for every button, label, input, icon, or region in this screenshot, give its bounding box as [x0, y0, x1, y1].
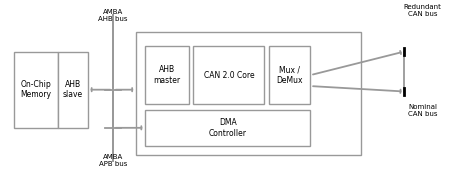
Text: DMA
Controller: DMA Controller [208, 118, 246, 137]
Text: AHB
master: AHB master [153, 66, 180, 85]
Text: Nominal
CAN bus: Nominal CAN bus [407, 104, 437, 117]
Text: AMBA
AHB bus: AMBA AHB bus [98, 9, 128, 22]
Bar [58, 52, 88, 128]
Bar [145, 46, 188, 104]
Text: CAN 2.0 Core: CAN 2.0 Core [203, 71, 254, 80]
Bar [136, 32, 360, 155]
Bar [145, 110, 309, 146]
Text: On-Chip
Memory: On-Chip Memory [21, 80, 51, 99]
Bar [14, 52, 58, 128]
Bar [269, 46, 309, 104]
Text: Mux /
DeMux: Mux / DeMux [276, 66, 302, 85]
Bar [193, 46, 264, 104]
Text: AHB
slave: AHB slave [63, 80, 83, 99]
Text: AMBA
APB bus: AMBA APB bus [99, 154, 127, 167]
Text: Redundant
CAN bus: Redundant CAN bus [403, 4, 441, 17]
